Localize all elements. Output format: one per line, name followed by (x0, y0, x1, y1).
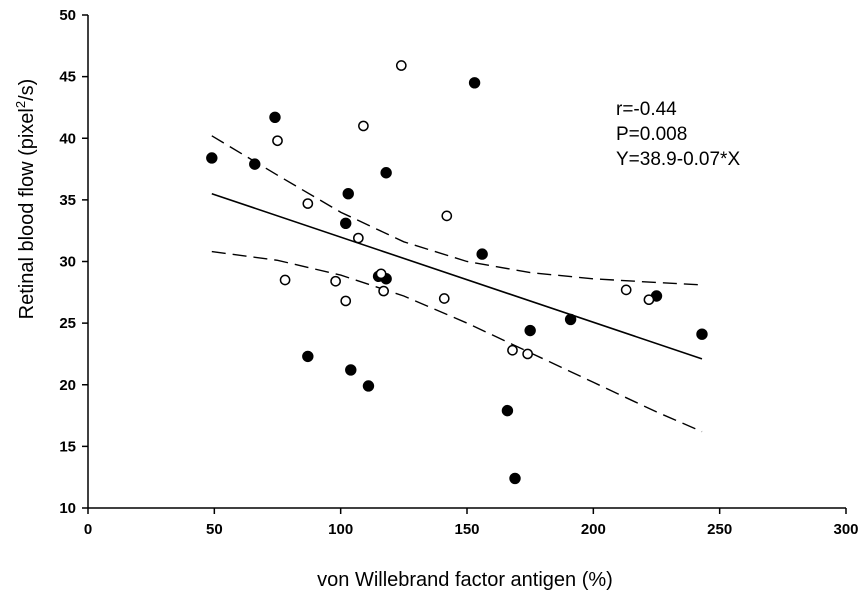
filled-point (206, 152, 218, 164)
open-point (330, 275, 341, 287)
axes: 0 50 100 150 200 250 300 10 15 20 25 30 35 40 45 50 (59, 7, 858, 538)
filled-point (380, 167, 392, 179)
fit-curves (211, 135, 703, 433)
open-point (378, 285, 389, 297)
y-axis-title-main: Retinal blood flow (pixel (16, 108, 38, 319)
filled-point (501, 404, 514, 417)
x-tick-label: 50 (206, 521, 223, 538)
open-point (279, 274, 291, 286)
x-axis-title: von Willebrand factor antigen (%) (317, 569, 613, 591)
filled-point (345, 364, 357, 376)
confidence-band-upper (211, 135, 703, 286)
filled-point (468, 77, 481, 89)
filled-point (509, 472, 521, 485)
y-axis-title-tail: /s) (16, 79, 38, 101)
open-point (643, 294, 655, 306)
y-tick-label: 10 (59, 500, 76, 517)
open-point (353, 232, 364, 244)
x-tick-label: 150 (454, 521, 479, 538)
annotation-line: P=0.008 (616, 124, 687, 145)
data-points (206, 60, 708, 485)
filled-point (249, 158, 261, 170)
filled-point (342, 188, 354, 200)
filled-point (696, 328, 708, 340)
regression-line (211, 192, 703, 360)
open-point (272, 135, 283, 147)
y-tick-label: 50 (59, 7, 76, 24)
open-point (395, 60, 407, 71)
y-tick-label: 45 (59, 69, 76, 86)
y-axis-title-sup: 2 (13, 101, 28, 108)
filled-point (302, 350, 314, 363)
open-point (375, 268, 387, 280)
y-tick-label: 40 (59, 130, 76, 147)
x-tick-label: 250 (707, 521, 732, 538)
annotation-line: Y=38.9-0.07*X (616, 149, 740, 170)
filled-point (524, 324, 536, 337)
filled-point (564, 313, 577, 326)
annotation-line: r=-0.44 (616, 99, 677, 120)
y-tick-label: 25 (59, 315, 76, 332)
open-point (620, 284, 632, 296)
y-tick-label: 35 (59, 192, 76, 209)
y-axis-title: Retinal blood flow (pixel2/s) (13, 79, 38, 320)
filled-point (362, 380, 375, 392)
confidence-band-lower (211, 250, 703, 433)
stats-annotation: r=-0.44 P=0.008 Y=38.9-0.07*X (616, 99, 740, 170)
open-point (507, 344, 518, 356)
y-tick-label: 15 (59, 438, 76, 455)
x-tick-label: 200 (581, 521, 606, 538)
x-tick-label: 100 (328, 521, 353, 538)
y-tick-label: 20 (59, 377, 76, 394)
open-point (302, 198, 314, 209)
open-point (340, 295, 352, 307)
filled-point (340, 217, 352, 229)
filled-point (269, 111, 281, 123)
x-tick-label: 300 (833, 521, 858, 538)
x-tick-label: 0 (84, 521, 92, 538)
open-point (358, 120, 369, 132)
y-tick-label: 30 (59, 254, 76, 271)
open-point (441, 210, 453, 222)
filled-point (476, 248, 488, 260)
open-point (522, 348, 533, 360)
open-point (438, 293, 450, 304)
